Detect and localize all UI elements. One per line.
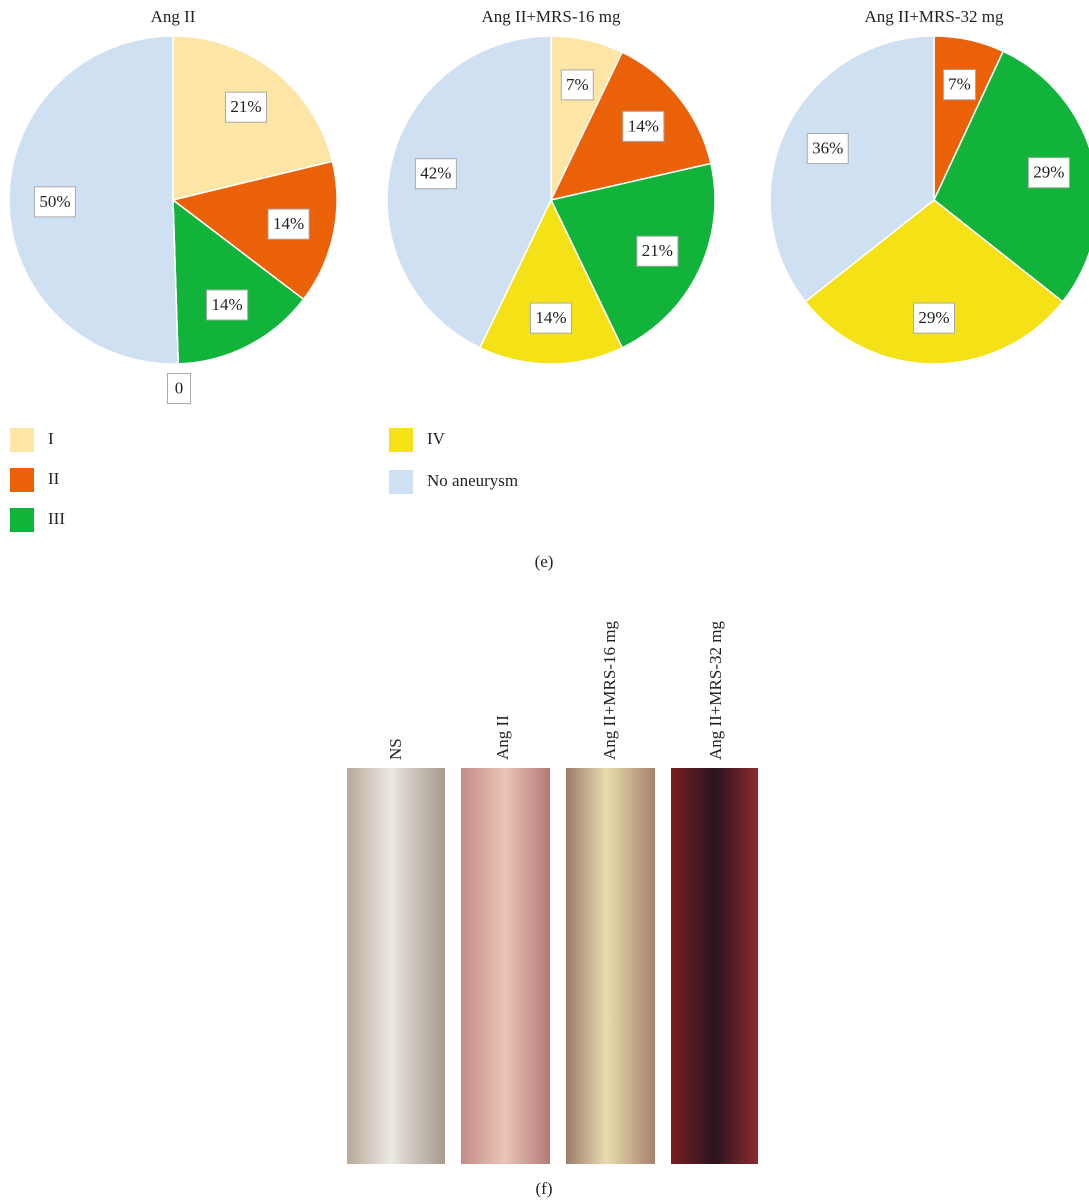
photo-label: Ang II (493, 715, 512, 760)
pie-slice (478, 198, 624, 365)
data-label: 7% (566, 75, 589, 94)
data-label: 0 (175, 378, 184, 397)
photo (461, 768, 550, 1164)
pie-slice (933, 50, 1089, 303)
data-label: 7% (948, 75, 971, 94)
photo (671, 768, 758, 1164)
pie-slice (8, 35, 179, 365)
pie-slice (171, 160, 338, 301)
label-box (224, 91, 267, 123)
label-box (943, 69, 977, 101)
data-label: 14% (628, 116, 659, 135)
data-label: 21% (642, 241, 673, 260)
photo-label: Ang II+MRS-16 mg (600, 621, 619, 760)
data-label: 29% (918, 308, 949, 327)
legend-swatch (10, 508, 34, 532)
chart-title: Ang II+MRS-16 mg (482, 7, 621, 26)
pie-slice (172, 198, 305, 365)
pie-slice (804, 199, 1064, 365)
data-label: 21% (230, 97, 261, 116)
panel-label: (e) (535, 552, 554, 571)
pie-slice (386, 35, 552, 349)
label-box (206, 289, 249, 321)
data-label: 14% (273, 214, 304, 233)
label-box (913, 302, 955, 334)
label-box (622, 110, 665, 142)
label-box (267, 208, 310, 240)
legend-label: No aneurysm (427, 471, 518, 490)
legend-swatch (389, 428, 413, 452)
legend-swatch (10, 468, 34, 492)
photo (566, 768, 655, 1164)
pie-slice (769, 35, 935, 303)
legend-swatch (10, 428, 34, 452)
label-box (806, 133, 849, 165)
label-box (530, 302, 572, 334)
data-label: 42% (420, 164, 451, 183)
chart-title: Ang II (151, 7, 196, 26)
data-label: 14% (212, 295, 243, 314)
label-box (636, 235, 679, 267)
label-box (33, 186, 76, 218)
label-box (414, 158, 457, 190)
chart-title: Ang II+MRS-32 mg (865, 7, 1004, 26)
data-label: 36% (812, 138, 843, 157)
legend-swatch (389, 470, 413, 494)
legend-label: II (48, 469, 60, 488)
photo-label: Ang II+MRS-32 mg (706, 621, 725, 760)
panel-label: (f) (536, 1179, 553, 1198)
legend-label: III (48, 509, 65, 528)
legend-label: IV (427, 429, 446, 448)
data-label: 29% (1033, 163, 1064, 182)
data-label: 14% (535, 308, 566, 327)
pie-slice (549, 162, 716, 349)
legend-label: I (48, 429, 54, 448)
label-box (166, 373, 191, 405)
photo (347, 768, 445, 1164)
label-box (1027, 157, 1070, 189)
photo-label: NS (386, 738, 405, 760)
label-box (560, 69, 594, 101)
data-label: 50% (39, 192, 70, 211)
